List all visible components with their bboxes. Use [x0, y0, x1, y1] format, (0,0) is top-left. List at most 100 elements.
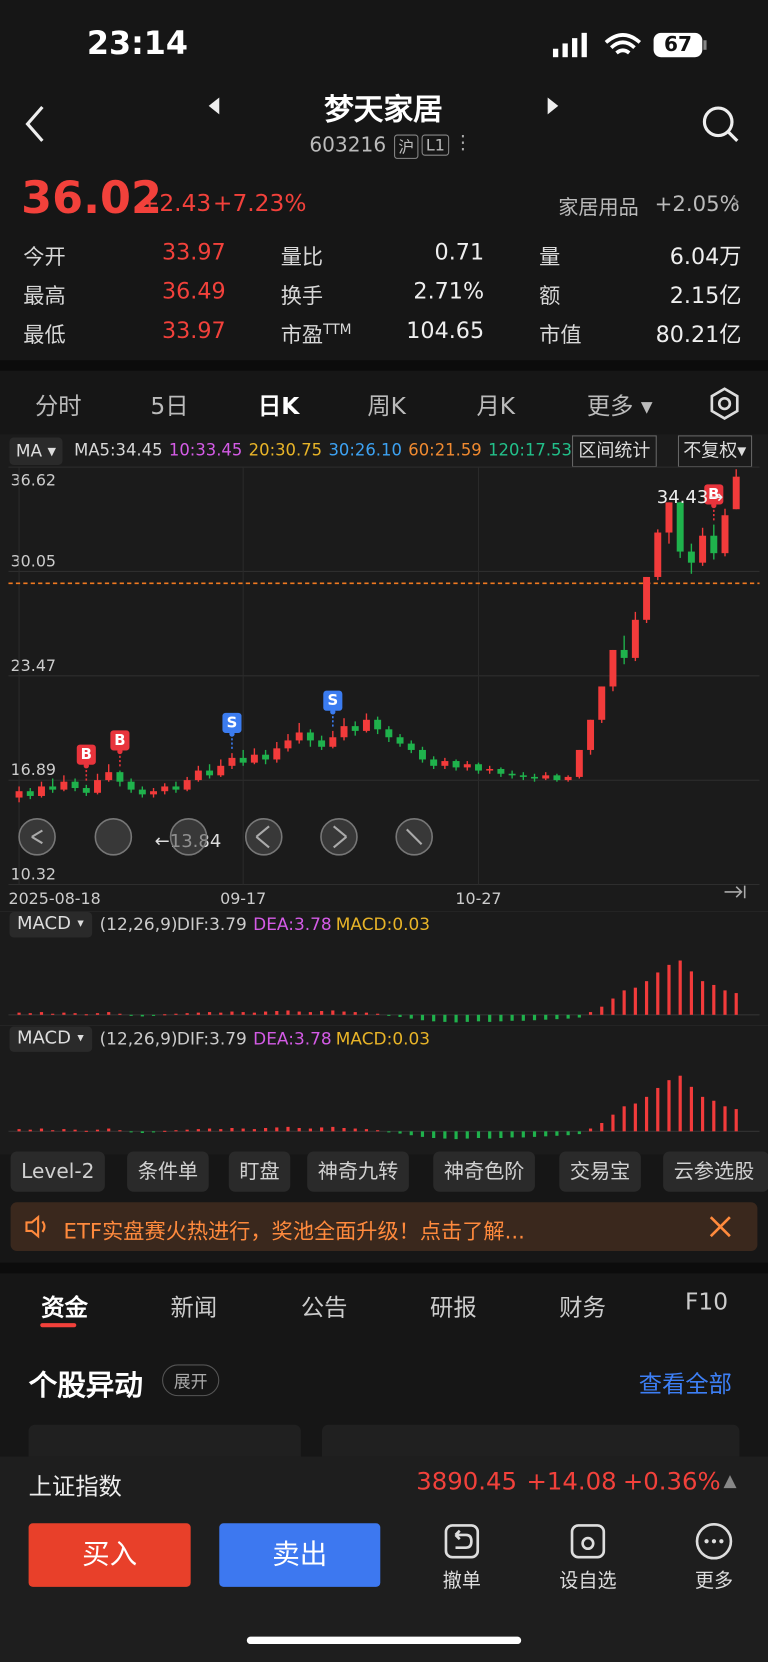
stat-label: 市值 [539, 322, 582, 348]
candle-body [206, 770, 214, 776]
macd-bar [600, 1122, 604, 1132]
macd-bar [129, 1014, 133, 1016]
tool-chip[interactable]: 神奇色阶 [433, 1151, 535, 1192]
sector-pct[interactable]: +2.05% [654, 190, 740, 217]
info-tab[interactable]: 研报 [430, 1295, 477, 1323]
macd-bar [723, 990, 727, 1015]
ma-value: 60:21.59 [408, 440, 482, 460]
candle-body [362, 719, 370, 731]
marker-badge [704, 484, 724, 505]
period-tab[interactable]: 更多 ▾ [586, 394, 653, 421]
info-tab[interactable]: 新闻 [170, 1295, 218, 1323]
jump-latest[interactable] [724, 885, 746, 899]
macd-bar [51, 1130, 55, 1132]
macd-bar [555, 1131, 559, 1136]
macd-bar [185, 1129, 189, 1132]
macd-bar [734, 1109, 738, 1132]
macd-dif: DIF:3.79 [176, 1028, 247, 1049]
macd-bar [364, 1129, 369, 1132]
macd-bar [476, 1014, 481, 1022]
tool-chip[interactable]: 云参选股 [663, 1151, 768, 1192]
buy-button[interactable]: 买入 [28, 1523, 191, 1587]
prev-stock[interactable] [206, 95, 223, 116]
tool-chip[interactable]: 交易宝 [559, 1151, 641, 1192]
search-button[interactable] [699, 103, 741, 145]
marker-label: B [114, 732, 125, 749]
macd-select[interactable] [9, 912, 93, 938]
period-tab[interactable]: 月K [476, 394, 516, 421]
banner[interactable] [10, 1202, 758, 1252]
action-label[interactable]: 设自选 [559, 1569, 617, 1593]
action-icons [444, 1523, 733, 1560]
view-all[interactable]: 查看全部 [638, 1371, 732, 1399]
adjust-select[interactable]: 不复权▾ [677, 435, 752, 468]
stat-value: 33.97 [161, 239, 226, 265]
settings-button[interactable] [708, 387, 742, 421]
macd-bar [185, 1013, 189, 1015]
candle-body [564, 776, 572, 781]
tool-chip[interactable]: 条件单 [127, 1151, 209, 1192]
tool-chip[interactable]: Level-2 [10, 1151, 105, 1192]
macd-bar [398, 1014, 402, 1017]
candle-body [217, 765, 225, 776]
period-tab[interactable]: 5日 [150, 394, 189, 421]
back-button[interactable] [21, 101, 53, 149]
more-dots[interactable]: ⋮ [453, 131, 473, 154]
macd-caret: ▾ [77, 915, 84, 931]
candle-body [284, 740, 292, 749]
candle-body [150, 791, 158, 795]
tool-chip[interactable]: 盯盘 [228, 1151, 291, 1192]
candle-body [598, 686, 606, 720]
macd-bar [230, 1011, 234, 1015]
marker-label: B [81, 746, 92, 763]
action-label[interactable]: 撤单 [442, 1569, 481, 1593]
y-tick-label: 16.89 [11, 760, 56, 779]
macd-bar [544, 1131, 548, 1137]
candle-body [553, 775, 561, 781]
info-tab[interactable]: 资金 [41, 1295, 88, 1323]
macd-bar [275, 1011, 279, 1015]
next-stock[interactable] [544, 95, 561, 116]
index-name[interactable]: 上证指数 [28, 1474, 122, 1502]
y-tick-label: 23.47 [11, 656, 56, 675]
period-tab[interactable]: 日K [257, 394, 300, 421]
macd-name: MACD [16, 913, 71, 935]
candle-body [631, 619, 639, 658]
change-pct: +7.23% [212, 190, 307, 218]
stat-value: 0.71 [434, 239, 485, 265]
marker-badge [76, 744, 96, 765]
macd-bar [555, 1014, 559, 1020]
range-stats[interactable]: 区间统计 [572, 435, 657, 468]
stat-label: 量比 [280, 243, 324, 270]
ma-values: MA5:34.45 10:33.45 20:30.75 30:26.10 60:21.5… [74, 441, 578, 460]
ma-select[interactable]: MA ▾ [9, 437, 63, 466]
macd-bar [62, 1129, 66, 1132]
tool-chip[interactable]: 神奇九转 [307, 1151, 409, 1192]
stat-value: 80.21亿 [655, 322, 742, 348]
close-banner[interactable] [708, 1214, 733, 1239]
stat-value: 6.04万 [669, 243, 742, 270]
zoom-controls [18, 818, 433, 856]
action-label[interactable]: 更多 [694, 1569, 734, 1593]
period-tab[interactable]: 周K [367, 394, 406, 421]
sell-button[interactable]: 卖出 [219, 1523, 381, 1587]
candle-body [127, 781, 135, 790]
sector[interactable]: 家居用品 [558, 195, 639, 220]
macd-bar [73, 1129, 77, 1132]
macd-bar [678, 1075, 682, 1132]
macd-select[interactable] [9, 1026, 93, 1052]
macd-dif: DIF:3.79 [176, 914, 247, 935]
macd-bar [118, 1013, 122, 1015]
period-tab[interactable]: 分时 [34, 394, 82, 421]
macd-bar [644, 981, 649, 1015]
macd-bar [196, 1129, 200, 1132]
candle-body [710, 535, 718, 554]
expand-index[interactable]: ▲ [723, 1470, 737, 1491]
macd-bar [712, 1100, 716, 1132]
macd-bar [219, 1012, 223, 1015]
expand-button[interactable]: 展开 [162, 1364, 220, 1397]
info-tab[interactable]: 财务 [559, 1295, 606, 1323]
candle-body [351, 726, 359, 731]
info-tab[interactable]: F10 [685, 1289, 729, 1316]
info-tab[interactable]: 公告 [300, 1295, 348, 1323]
